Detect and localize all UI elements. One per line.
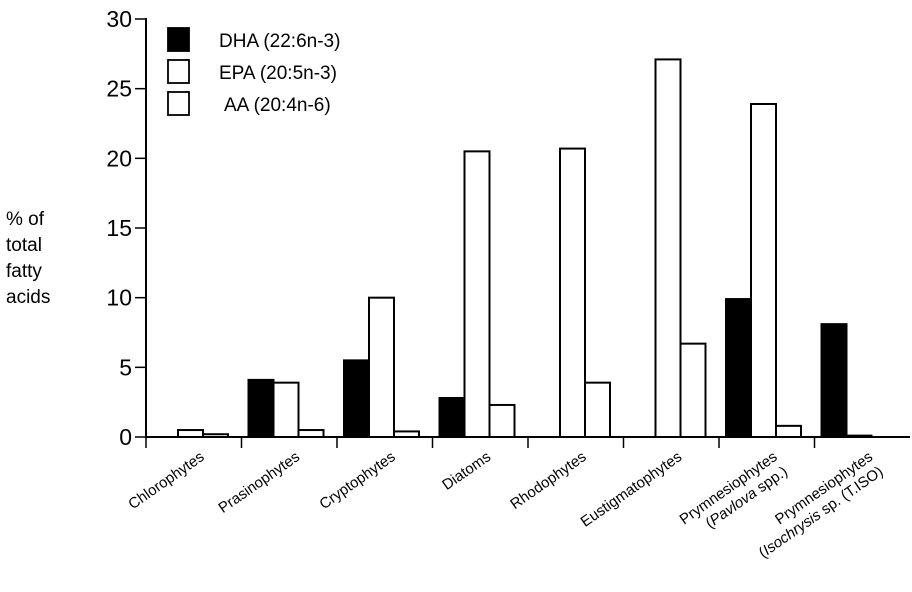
x-tick-label: Rhodophytes xyxy=(507,448,589,513)
y-tick-label: 5 xyxy=(119,354,132,380)
bar-epa xyxy=(654,58,682,438)
y-tick-label: 10 xyxy=(106,285,132,311)
bar-epa xyxy=(750,102,777,438)
bar-epa xyxy=(177,429,204,438)
bar-dha xyxy=(343,359,370,438)
bar-epa xyxy=(368,296,395,438)
y-axis-title-line: fatty xyxy=(6,261,42,282)
legend-label: EPA (20:5n-3) xyxy=(219,63,337,84)
legend-swatch-epa xyxy=(167,59,190,84)
bar-epa xyxy=(559,147,586,439)
legend-label: AA (20:4n-6) xyxy=(224,95,331,116)
legend-label: DHA (22:6n-3) xyxy=(219,31,340,52)
y-tick-label: 20 xyxy=(106,145,132,171)
bar-aa xyxy=(679,342,707,438)
x-tick-label-line: Diatoms xyxy=(439,448,494,493)
x-tick-label-line: Chlorophytes xyxy=(125,448,207,513)
bar-epa xyxy=(845,434,873,438)
bar-dha xyxy=(820,323,848,439)
bar-aa xyxy=(775,424,802,438)
x-tick-label-line: Rhodophytes xyxy=(507,448,589,513)
y-axis-title-line: acids xyxy=(6,287,51,308)
bar-dha xyxy=(725,298,752,438)
bars xyxy=(177,58,873,439)
x-tick-label: Cryptophytes xyxy=(316,448,398,513)
bar-epa xyxy=(463,150,491,438)
x-tick-label-line: Prasinophytes xyxy=(215,448,303,516)
y-axis-title: % of total fatty acids xyxy=(6,207,50,311)
x-tick-label-line: Cryptophytes xyxy=(316,448,398,513)
bar-dha xyxy=(247,378,275,438)
x-tick-label: Chlorophytes xyxy=(125,448,207,513)
bar-epa xyxy=(272,381,300,439)
y-axis-title-line: total xyxy=(6,235,42,256)
legend-swatch-aa xyxy=(167,91,190,116)
axes: 0 5 10 15 20 25 30 Chlorophytes Prasinophytes Cry… xyxy=(106,6,910,562)
x-tick-label: Diatoms xyxy=(439,448,494,493)
x-tick-label: Eustigmatophytes xyxy=(578,448,685,530)
x-tick-label: Prasinophytes xyxy=(215,448,303,516)
bar-aa xyxy=(488,403,516,439)
y-tick-label: 15 xyxy=(106,215,132,241)
bar-aa xyxy=(297,429,325,438)
x-tick-label-line: Eustigmatophytes xyxy=(578,448,685,530)
bar-aa xyxy=(393,430,420,438)
bar-dha xyxy=(438,396,466,438)
y-axis-title-line: % of xyxy=(6,209,45,230)
y-tick-label: 25 xyxy=(106,76,132,102)
y-tick-label: 30 xyxy=(106,6,132,32)
bar-aa xyxy=(584,381,611,439)
legend-swatch-dha xyxy=(167,27,190,52)
bar-aa xyxy=(202,433,229,439)
legend: DHA (22:6n-3) EPA (20:5n-3) AA (20:4n-6) xyxy=(167,27,340,116)
x-tick-label: Prymnesiophytes(Pavlova spp.) xyxy=(676,448,790,543)
y-tick-label: 0 xyxy=(119,424,132,450)
